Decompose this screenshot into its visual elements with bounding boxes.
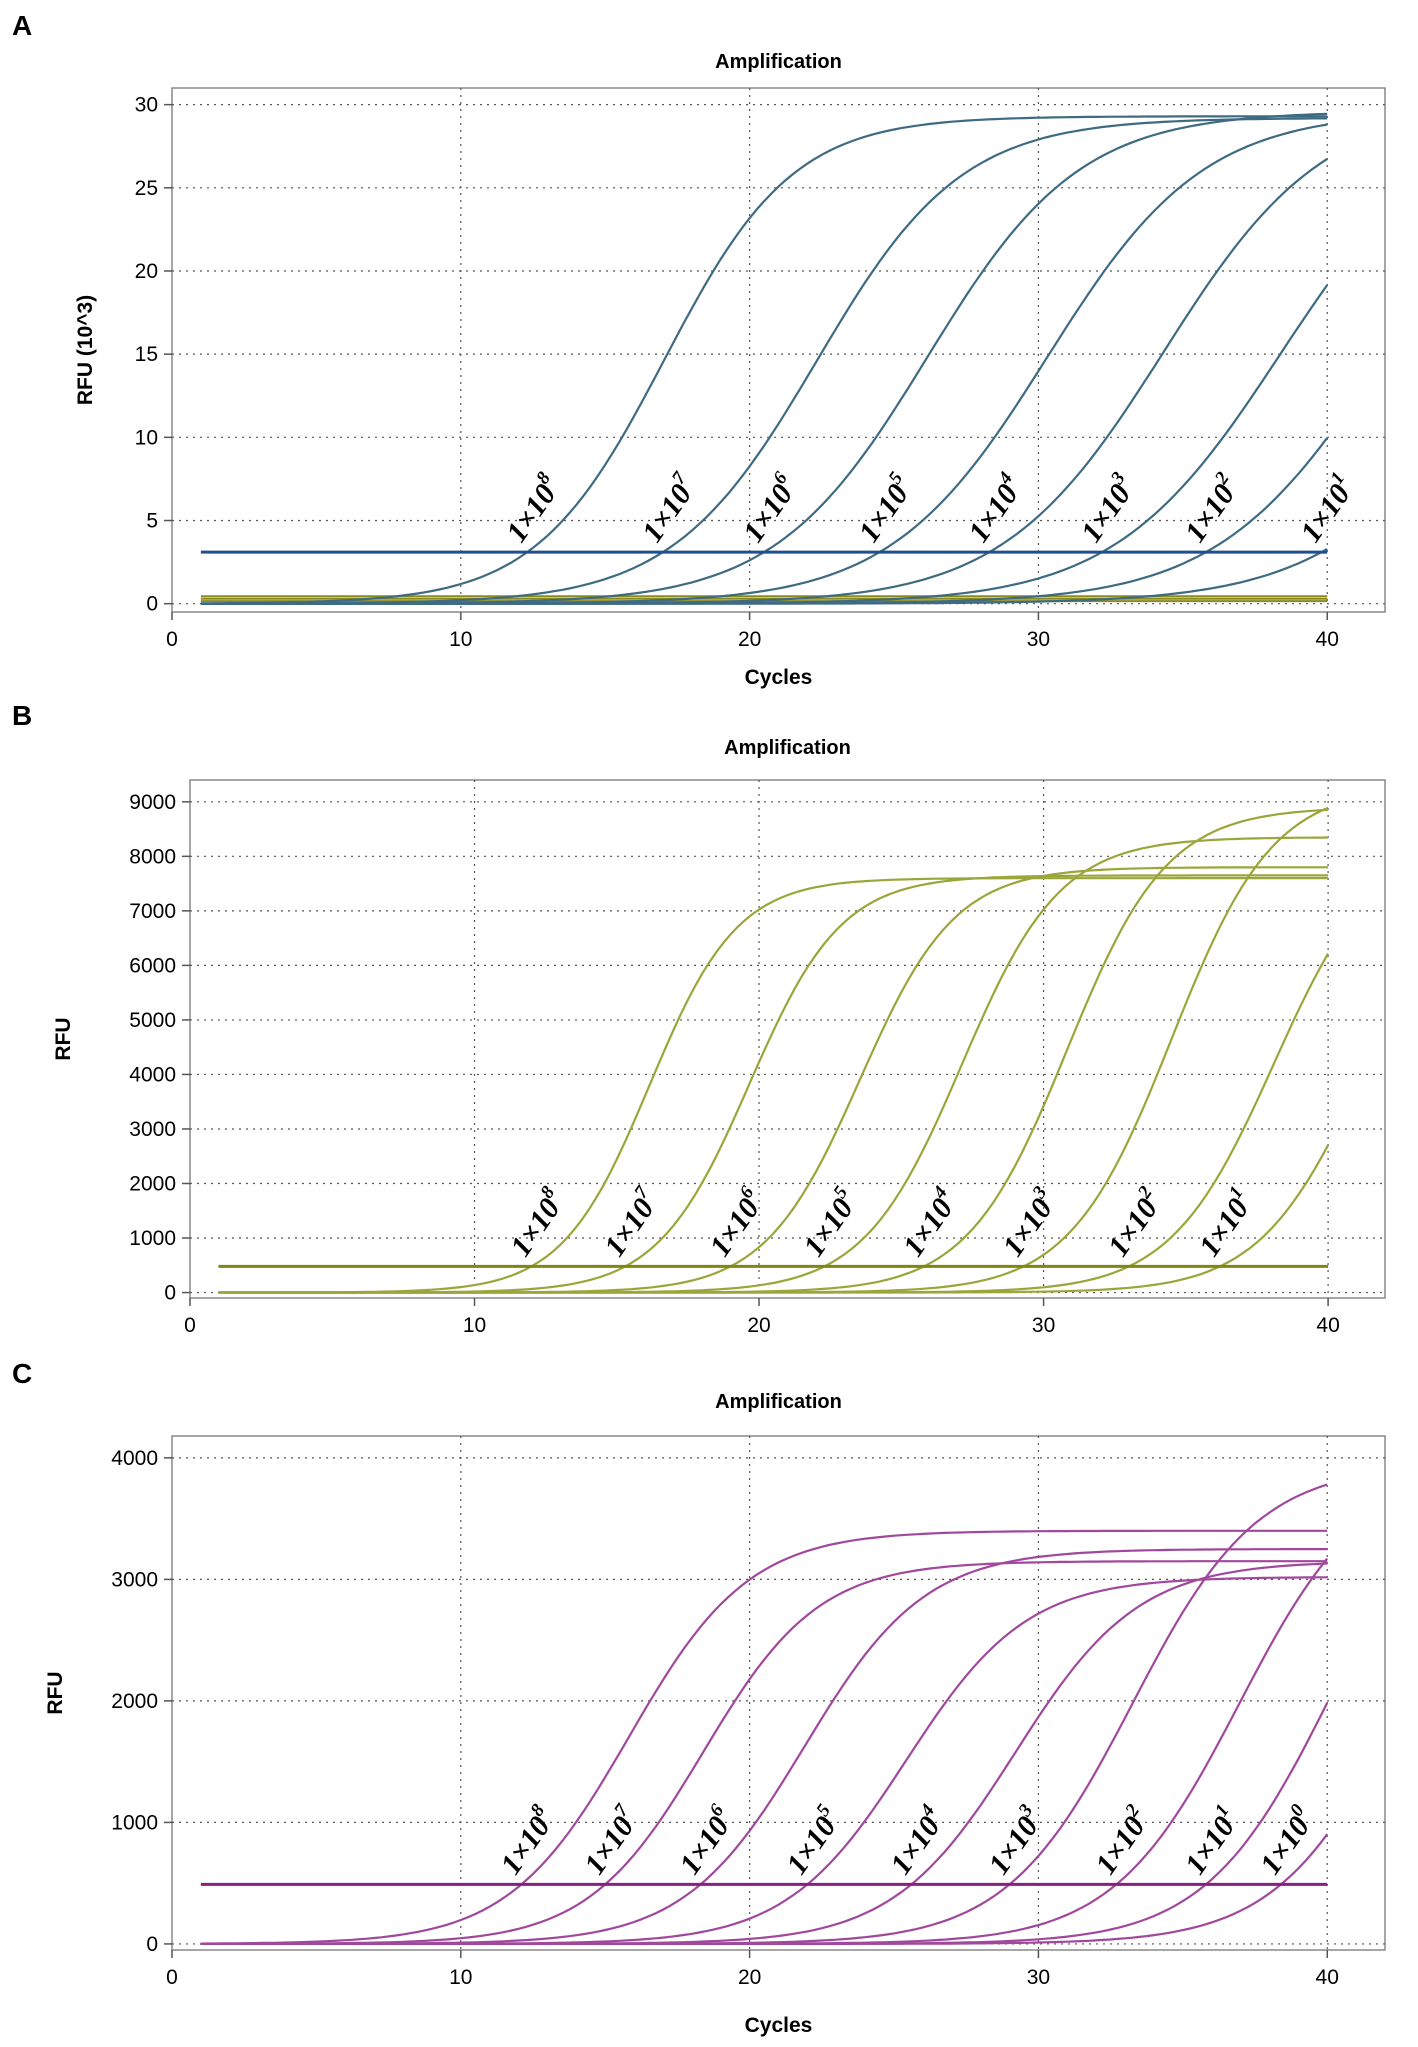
y-tick-label: 4000 [111,1447,158,1470]
x-tick-label: 0 [166,628,178,651]
y-tick-label: 0 [146,1933,158,1956]
amplification-curve-8 [200,547,1328,605]
plot-area [189,779,1386,1299]
x-tick-label: 20 [738,628,761,651]
y-tick-label: 20 [135,260,158,283]
y-tick-label: 9000 [129,791,176,814]
x-tick-label: 0 [166,1966,178,1989]
panel-a: A Amplification 0 10 20 30 40 0 5 10 15 20 25 30 Cycl… [0,0,1418,690]
y-tick-label: 7000 [129,900,176,923]
amplification-chart-a: Amplification 0 10 20 30 40 0 5 10 15 20 25 30 Cycles… [74,51,1386,689]
series-group [200,1483,1329,1945]
chart-title: Amplification [715,1391,842,1413]
x-tick-label: 0 [184,1314,196,1337]
amplification-curve-8 [218,1144,1330,1294]
x-tick-label: 40 [1316,628,1339,651]
x-tick-label: 20 [747,1314,770,1337]
x-tick-label: 30 [1032,1314,1055,1337]
y-tick-label: 1000 [111,1811,158,1834]
x-tick-label: 10 [463,1314,486,1337]
y-tick-label: 15 [135,343,158,366]
y-axis-label: RFU [44,1671,67,1714]
y-axis-label: RFU (10^3) [74,295,97,405]
y-tick-label: 4000 [129,1063,176,1086]
x-tick-label: 10 [449,1966,472,1989]
panel-letter-b: B [12,700,33,731]
x-tick-label: 20 [738,1966,761,1989]
amplification-curve-1 [218,877,1329,1294]
x-tick-label: 10 [449,628,472,651]
x-tick-label: 40 [1316,1314,1339,1337]
y-tick-label: 30 [135,94,158,117]
plot-area [171,1435,1386,1951]
y-tick-label: 6000 [129,954,176,977]
x-tick-label: 30 [1027,628,1050,651]
y-tick-label: 2000 [111,1690,158,1713]
x-axis-label: Cycles [745,2014,813,2037]
panel-c: C Amplification 0 10 20 30 40 0 1000 2000 3000 400… [0,1340,1418,2047]
y-axis-label: RFU [52,1017,75,1060]
chart-title: Amplification [724,737,851,759]
amplification-chart-b: Amplification 0 10 20 30 40 0 1000 2000 3000 4000 5… [52,737,1386,1337]
amplification-curve-1 [200,115,1328,605]
series-group [200,112,1329,605]
amplification-chart-c: Amplification 0 10 20 30 40 0 1000 2000 3000 4000 C… [44,1391,1386,2037]
y-tick-label: 3000 [111,1568,158,1591]
panel-letter-a: A [12,10,33,41]
amplification-curve-2 [200,1560,1328,1945]
x-tick-label: 30 [1027,1966,1050,1989]
y-tick-label: 1000 [129,1227,176,1250]
series-group [218,806,1330,1294]
y-tick-label: 5 [146,510,158,533]
y-tick-label: 10 [135,426,158,449]
y-tick-label: 0 [164,1282,176,1305]
y-tick-label: 25 [135,177,158,200]
y-tick-label: 2000 [129,1172,176,1195]
amplification-curve-1 [200,1529,1328,1945]
y-tick-label: 5000 [129,1009,176,1032]
plot-area [171,87,1386,613]
chart-title: Amplification [715,51,842,73]
panel-b: B Amplification 0 10 20 30 40 0 1000 2000 3000 400… [0,690,1418,1340]
y-tick-label: 3000 [129,1118,176,1141]
y-tick-label: 8000 [129,845,176,868]
x-axis-label: Cycles [745,666,813,689]
x-tick-label: 40 [1316,1966,1339,1989]
amplification-curve-9 [200,1833,1329,1945]
panel-letter-c: C [12,1358,33,1389]
y-tick-label: 0 [146,593,158,616]
